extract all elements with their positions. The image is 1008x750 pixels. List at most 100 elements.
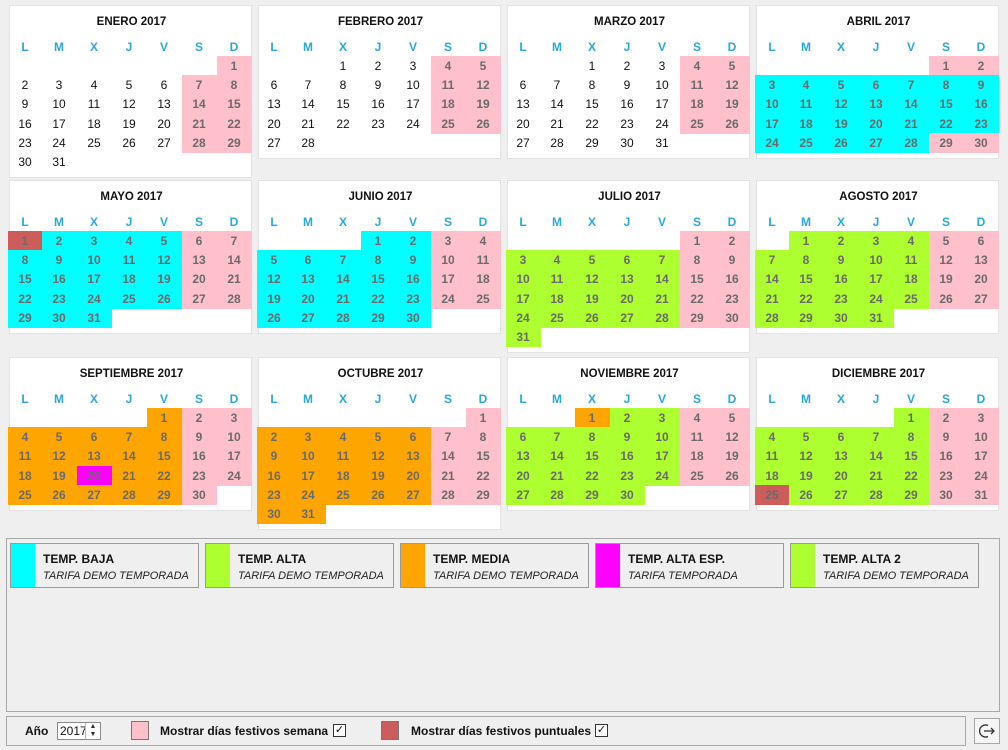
calendar-day[interactable]: 12 [714,75,750,96]
calendar-day[interactable]: 17 [52,116,66,131]
calendar-day[interactable]: 12 [788,446,824,467]
calendar-day[interactable]: 8 [360,250,396,271]
calendar-day[interactable]: 3 [754,75,790,96]
calendar-day[interactable]: 15 [146,446,182,467]
calendar-day[interactable]: 18 [539,288,575,309]
calendar-day[interactable]: 22 [893,465,929,486]
calendar-day[interactable]: 22 [465,465,501,486]
calendar-day[interactable]: 20 [505,465,541,486]
calendar-day[interactable]: 5 [256,250,292,271]
calendar-day[interactable]: 11 [788,94,824,115]
calendar-day[interactable]: 2 [963,56,999,76]
calendar-day[interactable]: 15 [7,269,43,290]
calendar-day[interactable]: 19 [146,269,182,290]
calendar-day[interactable]: 14 [430,446,466,467]
calendar-day[interactable]: 17 [216,446,252,467]
calendar-day[interactable]: 19 [823,113,859,134]
calendar-day[interactable]: 31 [52,155,66,169]
calendar-day[interactable]: 30 [620,135,634,150]
calendar-day[interactable]: 2 [374,59,382,73]
calendar-day[interactable]: 9 [256,446,292,467]
calendar-day[interactable]: 15 [788,269,824,290]
calendar-day[interactable]: 23 [823,288,859,309]
calendar-day[interactable]: 9 [609,427,645,448]
calendar-day[interactable]: 18 [754,465,790,486]
calendar-day[interactable]: 9 [21,97,29,112]
calendar-day[interactable]: 10 [216,427,252,448]
calendar-day[interactable]: 7 [553,78,561,93]
calendar-day[interactable]: 8 [339,78,347,93]
calendar-day[interactable]: 15 [679,269,715,290]
calendar-day[interactable]: 11 [539,269,575,290]
calendar-day[interactable]: 30 [928,484,964,505]
calendar-day[interactable]: 2 [823,231,859,251]
calendar-day[interactable]: 31 [76,307,112,328]
calendar-day[interactable]: 30 [18,155,32,169]
calendar-day[interactable]: 27 [181,288,217,309]
calendar-day[interactable]: 11 [679,427,715,448]
calendar-day[interactable]: 6 [160,78,168,93]
calendar-day[interactable]: 10 [430,250,466,271]
calendar-day[interactable]: 13 [823,446,859,467]
calendar-day[interactable]: 24 [290,484,326,505]
calendar-day[interactable]: 7 [325,250,361,271]
calendar-day[interactable]: 7 [430,427,466,448]
calendar-day[interactable]: 10 [858,250,894,271]
calendar-day[interactable]: 9 [41,250,77,271]
calendar-day[interactable]: 25 [679,465,715,486]
calendar-day[interactable]: 22 [7,288,43,309]
calendar-day[interactable]: 24 [644,465,680,486]
calendar-day[interactable]: 26 [574,307,610,328]
calendar-day[interactable]: 3 [858,231,894,251]
calendar-day[interactable]: 29 [7,307,43,328]
calendar-day[interactable]: 29 [788,307,824,328]
calendar-day[interactable]: 22 [360,288,396,309]
calendar-day[interactable]: 10 [290,446,326,467]
calendar-day[interactable]: 19 [928,269,964,290]
calendar-day[interactable]: 1 [465,408,501,428]
calendar-day[interactable]: 28 [181,132,217,153]
calendar-day[interactable]: 22 [336,116,350,131]
calendar-day[interactable]: 10 [754,94,790,115]
calendar-day[interactable]: 19 [714,94,750,115]
calendar-day[interactable]: 13 [516,97,530,112]
calendar-day[interactable]: 8 [146,427,182,448]
calendar-day[interactable]: 20 [157,116,171,131]
calendar-day[interactable]: 14 [301,97,315,112]
exit-button[interactable] [974,718,1000,744]
calendar-day[interactable]: 14 [893,94,929,115]
calendar-day[interactable]: 12 [465,75,501,96]
calendar-day[interactable]: 21 [111,465,147,486]
calendar-day[interactable]: 2 [623,59,631,73]
calendar-day[interactable]: 7 [111,427,147,448]
calendar-day[interactable]: 24 [505,307,541,328]
calendar-day[interactable]: 5 [574,250,610,271]
calendar-day[interactable]: 29 [216,132,252,153]
calendar-day[interactable]: 8 [7,250,43,271]
calendar-day[interactable]: 16 [371,97,385,112]
calendar-day[interactable]: 7 [181,75,217,96]
calendar-day[interactable]: 7 [754,250,790,271]
calendar-day[interactable]: 22 [574,465,610,486]
calendar-day[interactable]: 26 [256,307,292,328]
calendar-day[interactable]: 6 [395,427,431,448]
calendar-day[interactable]: 23 [41,288,77,309]
calendar-day[interactable]: 25 [430,113,466,134]
calendar-day[interactable]: 24 [76,288,112,309]
calendar-day[interactable]: 28 [216,288,252,309]
calendar-day[interactable]: 29 [679,307,715,328]
calendar-day[interactable]: 21 [858,465,894,486]
calendar-day[interactable]: 2 [21,78,29,93]
calendar-day[interactable]: 29 [146,484,182,505]
calendar-day[interactable]: 27 [516,135,530,150]
calendar-day[interactable]: 18 [679,94,715,115]
calendar-day[interactable]: 26 [360,484,396,505]
calendar-day[interactable]: 18 [325,465,361,486]
calendar-day[interactable]: 20 [395,465,431,486]
calendar-day[interactable]: 23 [395,288,431,309]
calendar-day[interactable]: 1 [216,56,252,76]
calendar-day[interactable]: 30 [41,307,77,328]
calendar-day[interactable]: 2 [395,231,431,251]
calendar-day[interactable]: 26 [146,288,182,309]
calendar-day[interactable]: 26 [41,484,77,505]
